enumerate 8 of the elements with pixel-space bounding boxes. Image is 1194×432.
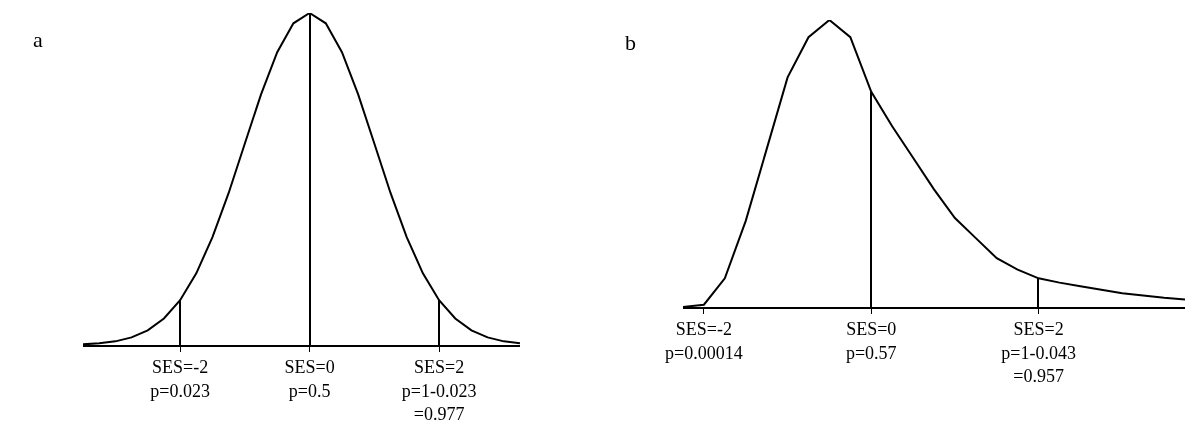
x-tick-label: SES=-2 p=0.00014 bbox=[665, 319, 743, 363]
text: a bbox=[33, 27, 43, 52]
x-tick-label: SES=0 p=0.5 bbox=[284, 357, 335, 401]
x-tick-label: SES=-2 p=0.023 bbox=[150, 357, 210, 401]
text: b bbox=[625, 30, 636, 55]
x-tick-label: SES=2 p=1-0.043 =0.957 bbox=[1001, 319, 1076, 387]
x-tick-label: SES=2 p=1-0.023 =0.977 bbox=[401, 357, 477, 425]
x-tick-label: SES=0 p=0.57 bbox=[845, 319, 897, 363]
